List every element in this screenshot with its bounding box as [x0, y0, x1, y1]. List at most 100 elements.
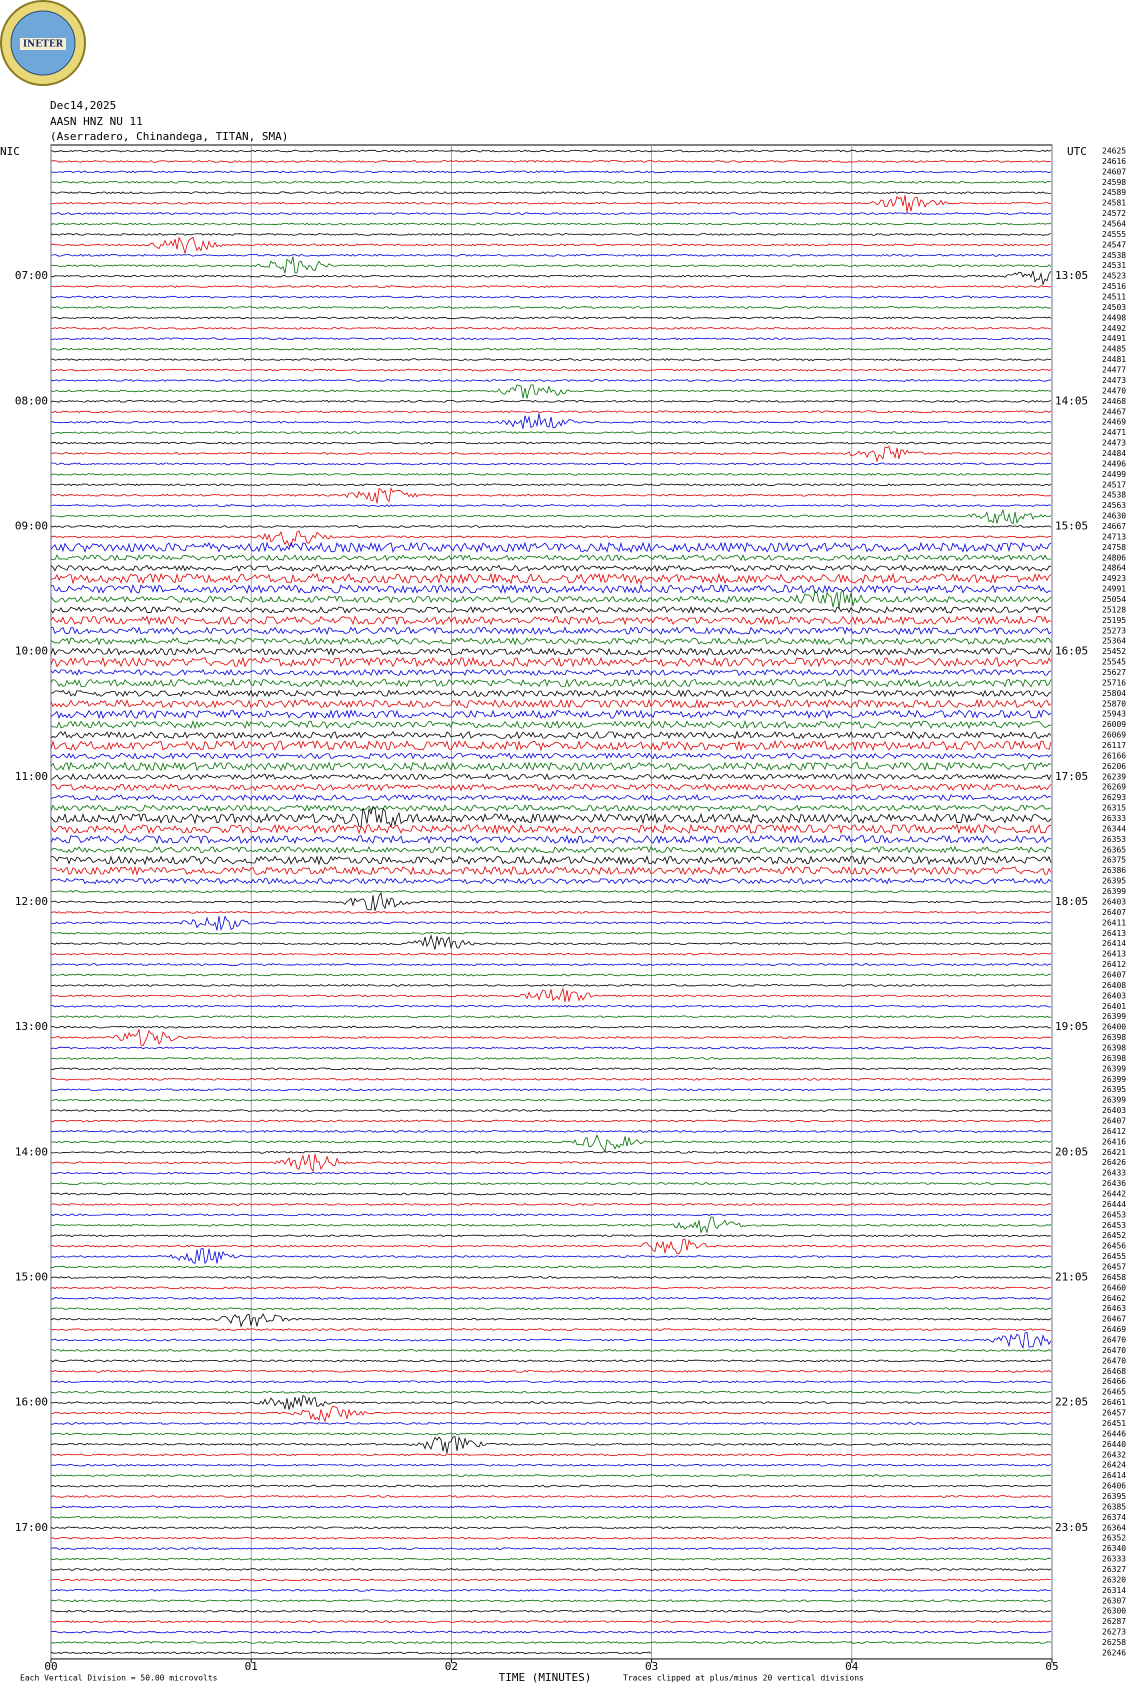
- row-value: 24473: [1102, 439, 1126, 448]
- trace: [50, 1405, 1052, 1423]
- row-value: 26395: [1102, 1085, 1126, 1094]
- trace: [50, 530, 1052, 547]
- row-value: 24923: [1102, 574, 1126, 583]
- trace: [50, 1453, 1052, 1457]
- row-value: 26470: [1102, 1346, 1126, 1355]
- trace: [50, 845, 1052, 854]
- right-title: UTC: [1067, 145, 1087, 158]
- trace: [50, 1025, 1052, 1029]
- trace: [50, 1474, 1052, 1478]
- row-value: 26399: [1102, 887, 1126, 896]
- row-value: 26398: [1102, 1043, 1126, 1052]
- trace: [51, 483, 1052, 487]
- trace: [50, 1150, 1052, 1154]
- trace: [50, 170, 1052, 174]
- trace: [50, 525, 1052, 528]
- row-value: 24806: [1102, 553, 1126, 562]
- row-value: 24517: [1102, 480, 1126, 489]
- trace: [50, 973, 1052, 977]
- trace: [50, 668, 1052, 677]
- trace: [50, 270, 1052, 286]
- trace: [50, 698, 1052, 709]
- trace: [50, 508, 1052, 525]
- trace: [50, 1578, 1052, 1582]
- trace: [50, 589, 1052, 610]
- row-value: 24498: [1102, 313, 1126, 322]
- row-value: 24511: [1102, 293, 1126, 302]
- trace: [50, 1130, 1052, 1133]
- row-value: 26395: [1102, 1492, 1126, 1501]
- trace: [50, 1588, 1052, 1592]
- row-value: 26401: [1102, 1002, 1126, 1011]
- trace: [50, 1119, 1052, 1123]
- trace: [50, 1213, 1052, 1217]
- row-value: 26426: [1102, 1158, 1126, 1167]
- trace: [50, 823, 1052, 835]
- row-value: 26206: [1102, 762, 1126, 771]
- trace: [50, 1234, 1052, 1238]
- footer-clip: Traces clipped at plus/minus 20 vertical…: [623, 1674, 864, 1683]
- row-value: 26386: [1102, 866, 1126, 875]
- row-value: 26407: [1102, 1116, 1126, 1125]
- row-value: 26411: [1102, 918, 1126, 927]
- trace: [50, 149, 1052, 153]
- row-value: 26407: [1102, 908, 1126, 917]
- trace: [50, 1369, 1052, 1373]
- station: (Aserradero, Chinandega, TITAN, SMA): [50, 130, 288, 143]
- row-value: 26466: [1102, 1377, 1126, 1386]
- row-value: 26374: [1102, 1513, 1126, 1522]
- trace: [50, 541, 1052, 554]
- right-time-label: 23:05: [1055, 1521, 1088, 1534]
- row-value: 26403: [1102, 991, 1126, 1000]
- row-value: 26069: [1102, 731, 1126, 740]
- right-time-label: 22:05: [1055, 1396, 1088, 1409]
- x-title: TIME (MINUTES): [499, 1671, 592, 1684]
- trace: [50, 1463, 1052, 1467]
- trace: [50, 1568, 1052, 1571]
- trace: [50, 326, 1052, 330]
- row-value: 24581: [1102, 199, 1126, 208]
- trace: [51, 1238, 1052, 1255]
- trace: [50, 583, 1052, 594]
- row-value: 26408: [1102, 981, 1126, 990]
- row-value: 24467: [1102, 407, 1126, 416]
- row-value: 24473: [1102, 376, 1126, 385]
- row-value: 26009: [1102, 720, 1126, 729]
- trace: [50, 1088, 1052, 1092]
- row-value: 24469: [1102, 418, 1126, 427]
- trace: [50, 1192, 1052, 1196]
- row-value: 24531: [1102, 261, 1126, 270]
- trace: [50, 1328, 1052, 1331]
- row-value: 26414: [1102, 939, 1126, 948]
- trace: [50, 720, 1052, 730]
- row-value: 26467: [1102, 1315, 1126, 1324]
- row-value: 26413: [1102, 950, 1126, 959]
- trace: [50, 1526, 1052, 1530]
- trace: [50, 891, 1052, 911]
- row-value: 26273: [1102, 1628, 1126, 1637]
- trace: [50, 1203, 1052, 1206]
- row-value: 26457: [1102, 1263, 1126, 1272]
- row-value: 24523: [1102, 272, 1126, 281]
- trace: [50, 1286, 1052, 1290]
- row-value: 26287: [1102, 1617, 1126, 1626]
- row-value: 26269: [1102, 783, 1126, 792]
- row-value: 26453: [1102, 1221, 1126, 1230]
- row-value: 26470: [1102, 1336, 1126, 1345]
- trace: [50, 865, 1052, 876]
- trace: [50, 399, 1052, 403]
- trace: [50, 1505, 1052, 1509]
- row-value: 26333: [1102, 1555, 1126, 1564]
- trace: [50, 564, 1052, 573]
- trace: [50, 761, 1052, 772]
- trace: [50, 689, 1052, 698]
- footer-scale: Each Vertical Division = 50.00 microvolt…: [20, 1674, 218, 1683]
- row-value: 26385: [1102, 1502, 1126, 1511]
- trace: [50, 1484, 1052, 1488]
- trace: [50, 337, 1052, 341]
- row-value: 24630: [1102, 512, 1126, 521]
- right-time-label: 14:05: [1055, 394, 1088, 407]
- right-time-label: 15:05: [1055, 519, 1088, 532]
- trace: [50, 368, 1052, 372]
